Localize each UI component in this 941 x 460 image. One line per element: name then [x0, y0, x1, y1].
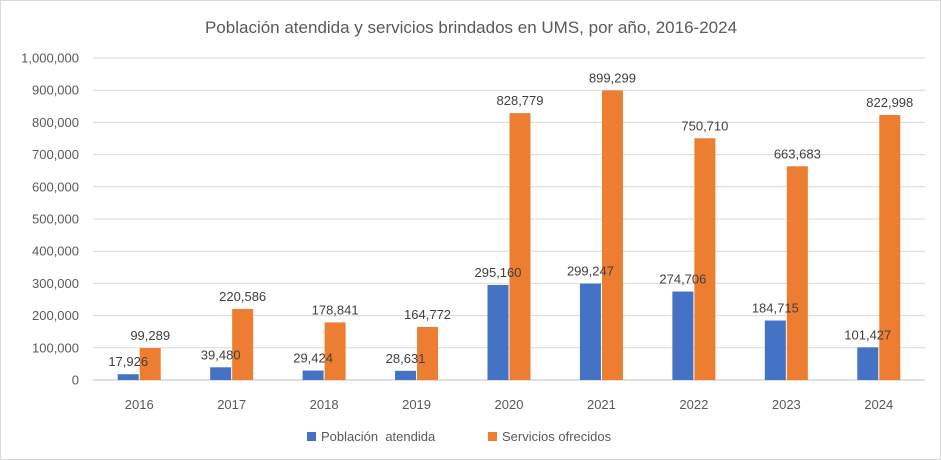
data-label: 164,772	[404, 307, 451, 322]
y-tick-label: 200,000	[32, 308, 79, 323]
data-label: 274,706	[659, 272, 706, 287]
data-label: 822,998	[866, 95, 913, 110]
y-tick-label: 500,000	[32, 212, 79, 227]
chart-title: Población atendida y servicios brindados…	[205, 18, 737, 37]
x-tick-label: 2017	[217, 397, 246, 412]
y-axis-ticks: 0 100,000 200,000 300,000 400,000 500,000 600,…	[21, 51, 79, 388]
data-label: 29,424	[293, 351, 333, 366]
bar-poblacion-2019	[395, 370, 417, 380]
gridlines	[93, 57, 925, 381]
y-tick-label: 0	[72, 373, 79, 388]
bar-poblacion-2024	[857, 347, 879, 380]
x-tick-label: 2020	[495, 397, 524, 412]
bar-servicios-2023	[786, 166, 808, 380]
x-tick-label: 2018	[310, 397, 339, 412]
data-label: 28,631	[386, 351, 426, 366]
bar-servicios-2024	[879, 114, 901, 381]
data-label: 899,299	[589, 70, 636, 85]
y-tick-label: 900,000	[32, 83, 79, 98]
data-label: 99,289	[130, 328, 170, 343]
legend: Población atendida Servicios ofrecidos	[307, 429, 612, 444]
bar-servicios-2017	[232, 308, 254, 380]
data-label: 220,586	[219, 289, 266, 304]
legend-label: Población atendida	[321, 429, 436, 444]
bar-poblacion-2020	[487, 284, 509, 380]
bar-poblacion-2022	[672, 291, 694, 380]
data-label: 295,160	[475, 265, 522, 280]
x-tick-label: 2019	[402, 397, 431, 412]
x-tick-label: 2021	[587, 397, 616, 412]
x-tick-label: 2016	[125, 397, 154, 412]
bar-servicios-2016	[139, 348, 161, 380]
y-tick-label: 300,000	[32, 276, 79, 291]
bar-servicios-2019	[417, 326, 439, 380]
bar-poblacion-2018	[302, 370, 324, 380]
bar-servicios-2020	[509, 113, 531, 380]
data-label: 828,779	[497, 93, 544, 108]
legend-swatch	[307, 432, 316, 441]
bar-servicios-2021	[601, 90, 623, 380]
data-label: 39,480	[201, 347, 241, 362]
bar-servicios-2018	[324, 322, 346, 380]
y-tick-label: 100,000	[32, 340, 79, 355]
legend-swatch	[488, 432, 497, 441]
bar-poblacion-2023	[764, 320, 786, 380]
data-label: 184,715	[752, 301, 799, 316]
data-labels: 17,926 99,289 39,480 220,586 29,424 178,841 28…	[108, 70, 913, 369]
y-tick-label: 600,000	[32, 179, 79, 194]
bars	[117, 90, 901, 381]
bar-poblacion-2017	[210, 367, 232, 380]
x-axis-ticks: 2016 2017 2018 2019 2020 2021 2022 2023 2024	[125, 397, 893, 412]
bar-poblacion-2016	[117, 374, 139, 380]
y-tick-label: 700,000	[32, 147, 79, 162]
legend-label: Servicios ofrecidos	[502, 429, 612, 444]
x-tick-label: 2022	[679, 397, 708, 412]
data-label: 750,710	[681, 118, 728, 133]
y-tick-label: 800,000	[32, 115, 79, 130]
data-label: 663,683	[774, 146, 821, 161]
data-label: 178,841	[312, 302, 359, 317]
x-tick-label: 2023	[772, 397, 801, 412]
y-tick-label: 1,000,000	[21, 51, 79, 66]
bar-servicios-2022	[694, 138, 716, 380]
y-tick-label: 400,000	[32, 244, 79, 259]
x-tick-label: 2024	[864, 397, 893, 412]
bar-poblacion-2021	[579, 283, 601, 380]
data-label: 299,247	[567, 264, 614, 279]
data-label: 101,427	[844, 327, 891, 342]
data-label: 17,926	[108, 354, 148, 369]
